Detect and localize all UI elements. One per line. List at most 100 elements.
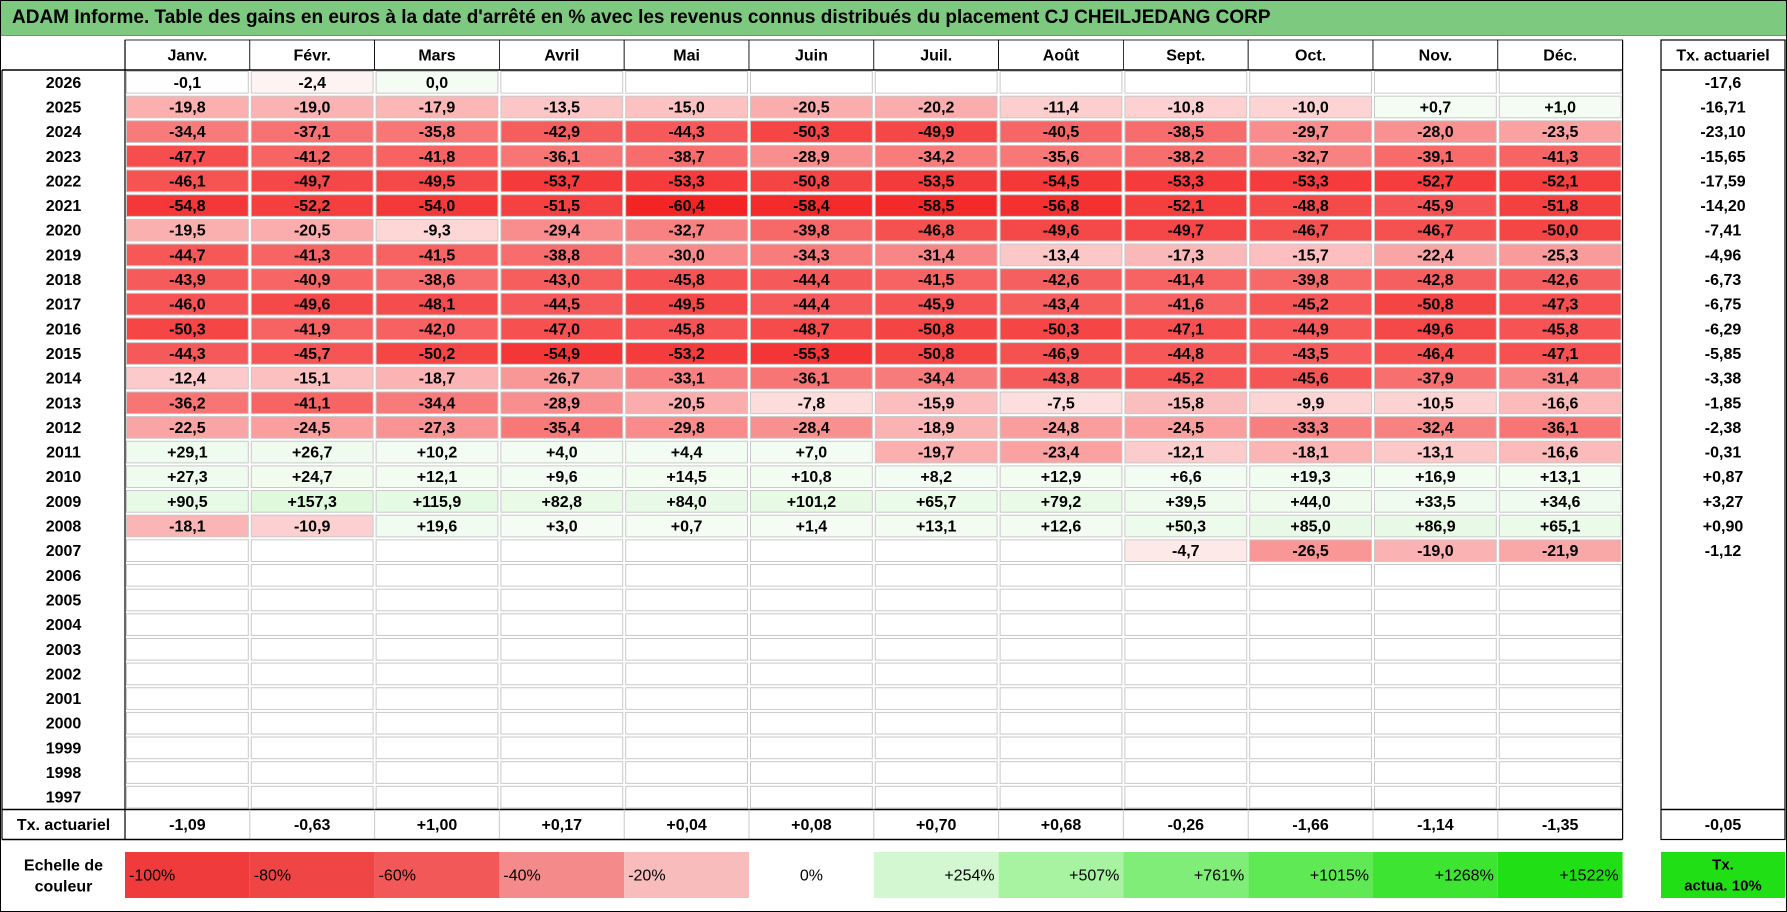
- cell-value-label: -42,6: [1043, 272, 1080, 289]
- heatmap-cell: [625, 490, 749, 513]
- cell-value-label: -60,4: [668, 198, 705, 215]
- actuarial-cell: [1661, 119, 1785, 144]
- cell-value-label: -2,4: [298, 75, 326, 92]
- heatmap-cell: [1498, 637, 1622, 661]
- actuarial-value-label: +3,27: [1703, 494, 1744, 511]
- cell-value-label: -41,3: [1542, 149, 1579, 166]
- heatmap-cell: [874, 514, 998, 538]
- heatmap-cell: [375, 514, 499, 538]
- heatmap-cell: [250, 71, 374, 94]
- actuarial-cell: [1661, 316, 1785, 342]
- heatmap-cell: [1249, 637, 1372, 661]
- heatmap-cell: [375, 687, 499, 710]
- heatmap-cell: [1498, 588, 1622, 612]
- heatmap-cell: [1498, 391, 1622, 415]
- cell-value-label: -24,5: [294, 420, 331, 437]
- cell-value-label: -17,9: [419, 99, 456, 116]
- cell-value-label: +85,0: [1290, 519, 1331, 536]
- heatmap-cell: [1249, 218, 1372, 242]
- cell-value-label: -53,3: [1168, 173, 1205, 190]
- actuarial-value-label: -6,29: [1705, 321, 1742, 338]
- cell-value-label: -32,4: [1417, 420, 1454, 437]
- heatmap-cell: [999, 95, 1123, 119]
- actuarial-value-label: -0,31: [1705, 445, 1742, 462]
- heatmap-cell: [1498, 539, 1622, 562]
- cell-value-label: -49,9: [918, 124, 955, 141]
- cell-value-label: -46,7: [1417, 223, 1454, 240]
- year-label: 2026: [46, 75, 82, 92]
- cell-value-label: -40,5: [1043, 124, 1080, 141]
- heatmap-cell: [126, 292, 249, 316]
- cell-value-label: +10,2: [417, 445, 458, 462]
- heatmap-cell: [750, 194, 873, 217]
- heatmap-cell: [625, 539, 749, 562]
- heatmap-cell: [625, 144, 749, 168]
- heatmap-cell: [126, 662, 249, 686]
- cell-value-label: +12,6: [1041, 519, 1082, 536]
- heatmap-cell: [1249, 539, 1372, 562]
- cell-value-label: -18,1: [1292, 445, 1329, 462]
- heatmap-cell: [250, 268, 374, 291]
- heatmap-cell: [126, 440, 249, 464]
- scale-swatch-label: -60%: [379, 868, 416, 885]
- heatmap-cell: [750, 95, 873, 119]
- cell-value-label: -12,1: [1168, 445, 1205, 462]
- heatmap-cell: [625, 785, 749, 809]
- cell-value-label: -36,1: [544, 149, 581, 166]
- heatmap-cell: [1498, 711, 1622, 735]
- actuarial-cell: [1661, 217, 1785, 243]
- heatmap-cell: [999, 366, 1123, 390]
- heatmap-cell: [1249, 144, 1372, 168]
- heatmap-cell: [750, 711, 873, 735]
- heatmap-cell: [500, 292, 624, 316]
- cell-value-label: -16,6: [1542, 445, 1579, 462]
- cell-value-label: +115,9: [413, 494, 462, 511]
- cell-value-label: -43,0: [544, 272, 581, 289]
- heatmap-cell: [1374, 687, 1497, 710]
- cell-value-label: -15,8: [1168, 395, 1205, 412]
- heatmap-cell: [1498, 144, 1622, 168]
- scale-swatch: [1248, 852, 1373, 898]
- month-header-cell: [124, 39, 251, 71]
- heatmap-cell: [250, 243, 374, 267]
- cell-value-label: -47,7: [169, 149, 206, 166]
- cell-value-label: -50,3: [1043, 321, 1080, 338]
- cell-value-label: -54,8: [169, 198, 206, 215]
- heatmap-cell: [874, 711, 998, 735]
- scale-swatch: [998, 852, 1124, 898]
- cell-value-label: -38,8: [544, 247, 581, 264]
- cell-value-label: -28,9: [793, 149, 830, 166]
- actuarial-cell: [1661, 415, 1785, 440]
- actuarial-cell: [1661, 168, 1785, 194]
- heatmap-cell: [250, 687, 374, 710]
- heatmap-cell: [1249, 317, 1372, 341]
- month-header-cell: [374, 39, 500, 71]
- cell-value-label: +12,9: [1041, 469, 1082, 486]
- page-title: ADAM Informe. Table des gains en euros à…: [12, 7, 1271, 28]
- heatmap-cell: [1374, 440, 1497, 464]
- cell-value-label: -45,8: [668, 321, 705, 338]
- cell-value-label: +27,3: [167, 469, 208, 486]
- heatmap-cell: [1124, 490, 1248, 513]
- cell-value-label: -31,4: [918, 247, 955, 264]
- cell-value-label: -26,7: [544, 371, 581, 388]
- cell-value-label: -0,1: [174, 75, 202, 92]
- heatmap-cell: [999, 342, 1123, 365]
- heatmap-cell: [874, 637, 998, 661]
- actuarial-cell: [1661, 636, 1785, 662]
- heatmap-cell: [750, 243, 873, 267]
- heatmap-cell: [250, 736, 374, 760]
- year-label: 2006: [46, 568, 82, 585]
- heatmap-cell: [1374, 588, 1497, 612]
- heatmap-cell: [1124, 317, 1248, 341]
- heatmap-cell: [250, 465, 374, 489]
- cell-value-label: -45,9: [918, 297, 955, 314]
- actuarial-value-label: -17,6: [1705, 75, 1742, 92]
- heatmap-cell: [1124, 785, 1248, 809]
- heatmap-cell: [500, 268, 624, 291]
- cell-value-label: -9,9: [1297, 395, 1325, 412]
- cell-value-label: -20,5: [668, 395, 705, 412]
- actuarial-cell: [1661, 365, 1785, 391]
- cell-value-label: -41,8: [419, 149, 456, 166]
- heatmap-cell: [999, 268, 1123, 291]
